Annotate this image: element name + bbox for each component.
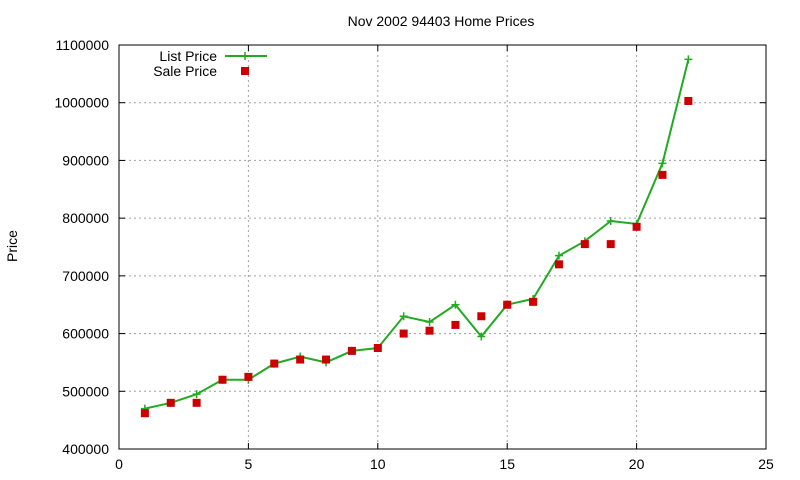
grid [119,45,766,449]
sale-price-point [477,312,486,321]
legend-label-list-price: List Price [159,48,217,64]
list-price-point [684,55,693,64]
list-price-point [192,390,201,399]
list-price-point [477,332,486,341]
sale-price-point [347,346,356,355]
sale-price-point [296,355,305,364]
sale-price-point [529,297,538,306]
sale-price-point [192,398,201,407]
x-tick-label: 0 [115,456,123,472]
y-tick-label: 1100000 [56,37,110,53]
sale-price-point [580,240,589,249]
sale-price-point [218,375,227,384]
y-tick-label: 800000 [62,210,109,226]
sale-price-point [322,355,331,364]
sale-price-point [684,96,693,105]
sale-price-point [140,409,149,418]
sale-price-point [554,260,563,269]
x-tick-label: 15 [499,456,515,472]
y-tick-label: 400000 [62,441,109,457]
x-tick-label: 25 [758,456,774,472]
legend-marker-list-price [241,52,249,60]
y-tick-label: 500000 [62,383,109,399]
sale-price-point [503,300,512,309]
legend-label-sale-price: Sale Price [153,63,217,79]
plot-frame [118,44,767,450]
list-price-point [658,159,667,168]
series-line-list-price [144,59,690,410]
sale-price-point [606,240,615,249]
legend: List Price Sale Price [153,48,267,79]
x-tick-label: 10 [370,456,386,472]
sale-price-point [425,326,434,335]
sale-price-point [632,222,641,231]
sale-price-point [451,320,460,329]
y-tick-label: 600000 [62,326,109,342]
sale-price-point [244,372,253,381]
list-price-point [425,318,434,327]
sale-price-point [270,359,279,368]
sale-price-point [166,398,175,407]
list-price-point [606,217,615,226]
sale-price-point [373,344,382,352]
list-price-point [451,300,460,309]
chart-title: Nov 2002 94403 Home Prices [348,13,535,29]
y-tick-label: 900000 [62,152,109,168]
legend-marker-sale-price [241,67,249,75]
x-tick-label: 20 [629,456,645,472]
y-tick-label: 700000 [62,268,109,284]
y-axis-label: Price [4,230,20,262]
x-tick-label: 5 [245,456,253,472]
sale-price-point [658,170,667,179]
sale-price-point [399,329,408,338]
list-price-point [399,312,408,321]
y-tick-label: 1000000 [54,95,109,111]
list-price-point [554,251,563,260]
series [140,55,693,418]
